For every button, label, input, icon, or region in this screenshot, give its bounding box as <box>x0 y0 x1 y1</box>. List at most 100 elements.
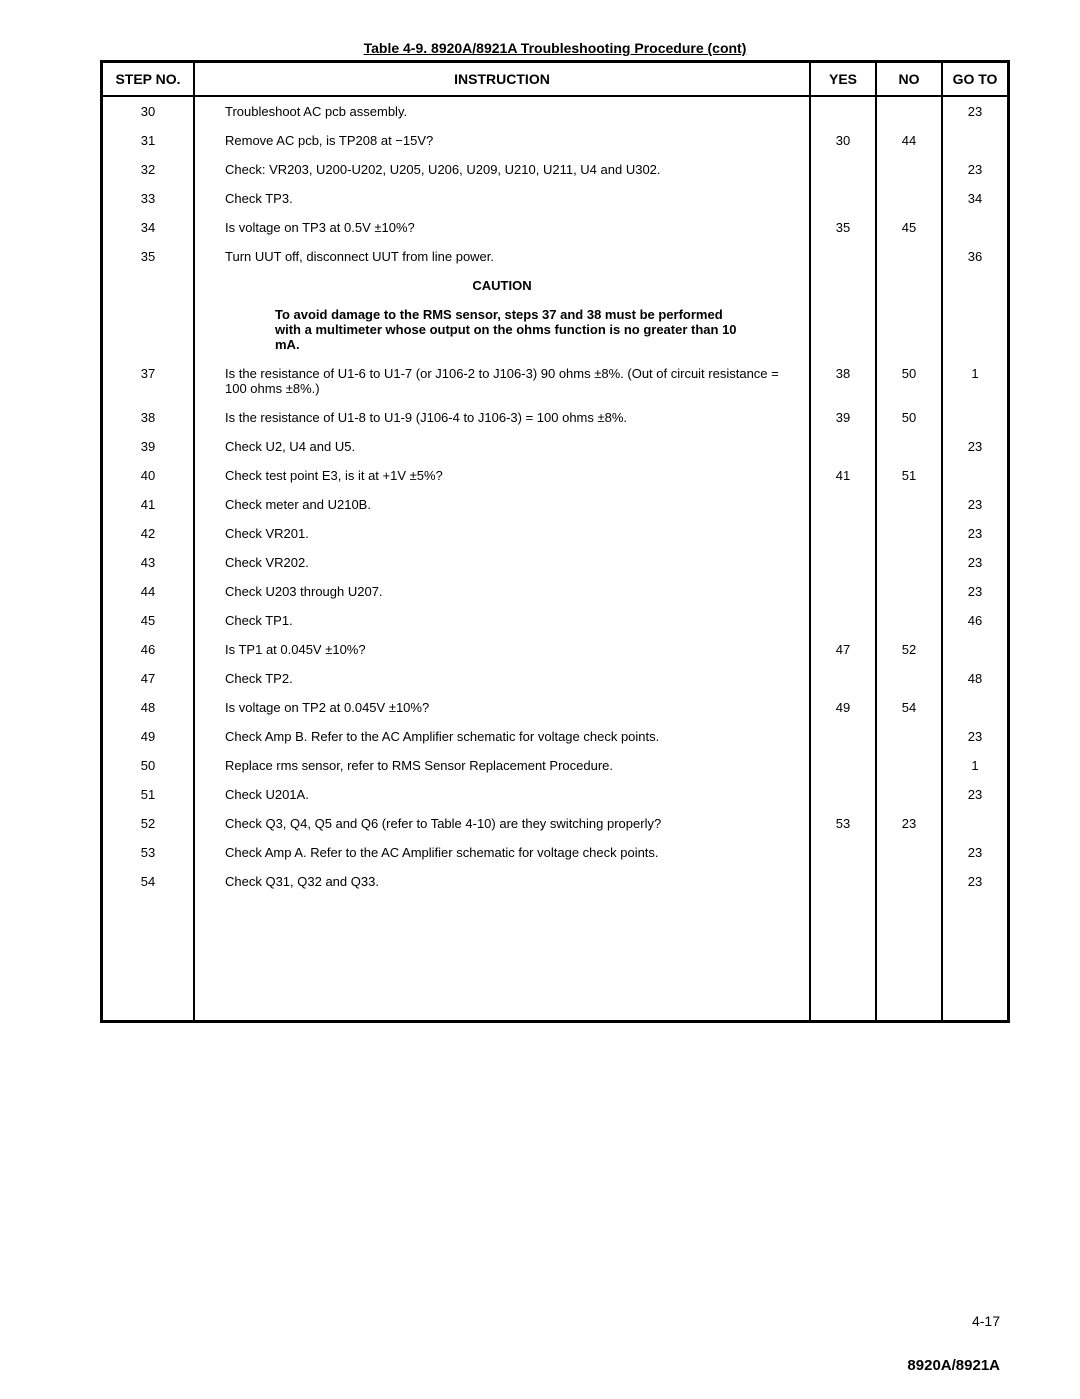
no-cell: 23 <box>876 809 942 838</box>
step-cell: 35 <box>102 242 195 271</box>
yes-cell: 39 <box>810 403 876 432</box>
step-cell: 39 <box>102 432 195 461</box>
yes-cell <box>810 96 876 126</box>
step-cell: 42 <box>102 519 195 548</box>
table-row: 45Check TP1.46 <box>102 606 1009 635</box>
no-cell <box>876 432 942 461</box>
step-cell: 46 <box>102 635 195 664</box>
yes-cell: 53 <box>810 809 876 838</box>
yes-cell: 35 <box>810 213 876 242</box>
yes-cell: 49 <box>810 693 876 722</box>
goto-cell: 23 <box>942 96 1009 126</box>
step-cell: 45 <box>102 606 195 635</box>
caution-body: To avoid damage to the RMS sensor, steps… <box>194 300 810 359</box>
no-cell <box>876 722 942 751</box>
instruction-cell: Is the resistance of U1-6 to U1-7 (or J1… <box>194 359 810 403</box>
no-cell <box>876 155 942 184</box>
goto-cell: 23 <box>942 155 1009 184</box>
table-row: 48Is voltage on TP2 at 0.045V ±10%?4954 <box>102 693 1009 722</box>
no-cell <box>876 577 942 606</box>
yes-cell <box>810 490 876 519</box>
instruction-cell: Is TP1 at 0.045V ±10%? <box>194 635 810 664</box>
yes-cell <box>810 606 876 635</box>
instruction-cell: Replace rms sensor, refer to RMS Sensor … <box>194 751 810 780</box>
table-row: 54Check Q31, Q32 and Q33.23 <box>102 867 1009 896</box>
goto-cell: 1 <box>942 751 1009 780</box>
instruction-cell: Is voltage on TP2 at 0.045V ±10%? <box>194 693 810 722</box>
yes-cell <box>810 184 876 213</box>
yes-cell: 47 <box>810 635 876 664</box>
step-cell: 40 <box>102 461 195 490</box>
instruction-cell: Is the resistance of U1-8 to U1-9 (J106-… <box>194 403 810 432</box>
no-cell: 45 <box>876 213 942 242</box>
goto-cell: 36 <box>942 242 1009 271</box>
table-row: 39Check U2, U4 and U5. 23 <box>102 432 1009 461</box>
goto-cell: 23 <box>942 780 1009 809</box>
instruction-cell: Check U2, U4 and U5. <box>194 432 810 461</box>
goto-cell: 23 <box>942 432 1009 461</box>
yes-cell <box>810 519 876 548</box>
no-cell: 52 <box>876 635 942 664</box>
no-cell <box>876 780 942 809</box>
instruction-cell: Check Amp A. Refer to the AC Amplifier s… <box>194 838 810 867</box>
goto-cell: 34 <box>942 184 1009 213</box>
step-cell: 30 <box>102 96 195 126</box>
table-title: Table 4-9. 8920A/8921A Troubleshooting P… <box>100 40 1010 56</box>
yes-cell <box>810 722 876 751</box>
step-cell: 49 <box>102 722 195 751</box>
goto-cell: 23 <box>942 548 1009 577</box>
yes-cell <box>810 432 876 461</box>
step-cell: 51 <box>102 780 195 809</box>
goto-cell: 23 <box>942 519 1009 548</box>
no-cell <box>876 96 942 126</box>
step-cell: 47 <box>102 664 195 693</box>
no-cell <box>876 548 942 577</box>
no-cell: 44 <box>876 126 942 155</box>
yes-cell <box>810 780 876 809</box>
goto-cell: 23 <box>942 577 1009 606</box>
goto-cell: 1 <box>942 359 1009 403</box>
no-cell <box>876 490 942 519</box>
table-row: 46Is TP1 at 0.045V ±10%?4752 <box>102 635 1009 664</box>
step-cell: 34 <box>102 213 195 242</box>
table-row: 52Check Q3, Q4, Q5 and Q6 (refer to Tabl… <box>102 809 1009 838</box>
no-cell: 50 <box>876 403 942 432</box>
instruction-cell: Check Amp B. Refer to the AC Amplifier s… <box>194 722 810 751</box>
goto-cell: 23 <box>942 867 1009 896</box>
table-row: 50Replace rms sensor, refer to RMS Senso… <box>102 751 1009 780</box>
goto-cell <box>942 126 1009 155</box>
no-cell <box>876 867 942 896</box>
model-number: 8920A/8921A <box>907 1357 1000 1374</box>
step-cell: 38 <box>102 403 195 432</box>
step-cell: 48 <box>102 693 195 722</box>
step-cell: 32 <box>102 155 195 184</box>
instruction-cell: Turn UUT off, disconnect UUT from line p… <box>194 242 810 271</box>
instruction-cell: Check U201A. <box>194 780 810 809</box>
header-goto: GO TO <box>942 62 1009 97</box>
step-cell: 31 <box>102 126 195 155</box>
yes-cell <box>810 242 876 271</box>
header-yes: YES <box>810 62 876 97</box>
caution-heading: CAUTION <box>194 271 810 300</box>
no-cell: 54 <box>876 693 942 722</box>
instruction-cell: Check VR201. <box>194 519 810 548</box>
no-cell <box>876 664 942 693</box>
no-cell <box>876 606 942 635</box>
instruction-cell: Check VR202. <box>194 548 810 577</box>
table-row: 49Check Amp B. Refer to the AC Amplifier… <box>102 722 1009 751</box>
header-step: STEP NO. <box>102 62 195 97</box>
goto-cell <box>942 809 1009 838</box>
step-cell: 52 <box>102 809 195 838</box>
instruction-cell: Check Q31, Q32 and Q33. <box>194 867 810 896</box>
header-instruction: INSTRUCTION <box>194 62 810 97</box>
no-cell <box>876 519 942 548</box>
yes-cell <box>810 867 876 896</box>
table-row: 47Check TP2.48 <box>102 664 1009 693</box>
yes-cell: 38 <box>810 359 876 403</box>
table-row: 34Is voltage on TP3 at 0.5V ±10%?3545 <box>102 213 1009 242</box>
instruction-cell: Check TP3. <box>194 184 810 213</box>
step-cell: 33 <box>102 184 195 213</box>
table-row: 53Check Amp A. Refer to the AC Amplifier… <box>102 838 1009 867</box>
yes-cell <box>810 155 876 184</box>
yes-cell <box>810 838 876 867</box>
